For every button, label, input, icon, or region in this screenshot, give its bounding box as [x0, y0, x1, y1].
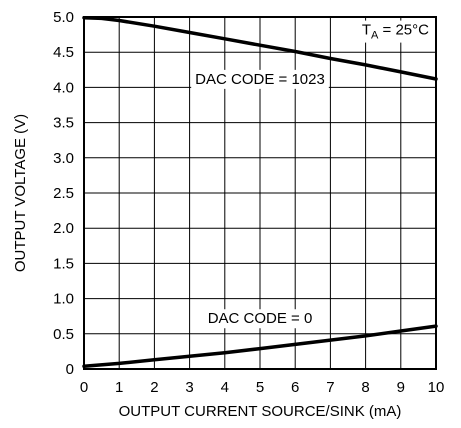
x-axis-title: OUTPUT CURRENT SOURCE/SINK (mA)	[119, 403, 402, 420]
y-tick-label: 3.0	[53, 150, 74, 167]
series-line-0	[82, 15, 438, 81]
x-tick-labels: 0 1 2 3 4 5 6 7 8 9 10	[80, 379, 445, 396]
x-tick-label: 8	[361, 379, 369, 396]
plot-frame	[83, 16, 437, 370]
x-tick-label: 0	[80, 379, 88, 396]
y-axis-title: OUTPUT VOLTAGE (V)	[12, 114, 29, 272]
y-tick-label: 4.5	[53, 44, 74, 61]
series-label-dac-0: DAC CODE = 0	[208, 310, 313, 327]
annotation-main: T	[362, 22, 371, 39]
x-tick-label: 3	[185, 379, 193, 396]
y-tick-label: 1.5	[53, 255, 74, 272]
series-line-1	[82, 324, 438, 368]
series-lines	[82, 15, 438, 368]
y-tick-label: 2.5	[53, 185, 74, 202]
x-tick-label: 10	[428, 379, 445, 396]
y-tick-label: 1.0	[53, 291, 74, 308]
x-tick-label: 2	[150, 379, 158, 396]
x-tick-label: 4	[221, 379, 229, 396]
x-tick-label: 1	[115, 379, 123, 396]
y-tick-label: 5.0	[53, 9, 74, 26]
x-tick-label: 7	[326, 379, 334, 396]
y-tick-labels: 0 0.5 1.0 1.5 2.0 2.5 3.0 3.5 4.0 4.5 5.0	[53, 9, 74, 378]
annotation-background	[357, 20, 434, 43]
x-tick-label: 6	[291, 379, 299, 396]
annotation-subscript: A	[371, 30, 379, 42]
temperature-annotation: TA = 25°C	[362, 22, 429, 42]
series-label-dac-1023: DAC CODE = 1023	[195, 71, 325, 88]
y-tick-label: 3.5	[53, 115, 74, 132]
label-background	[191, 69, 329, 89]
annotation-tail: = 25°C	[378, 22, 429, 39]
y-tick-label: 0.5	[53, 326, 74, 343]
y-tick-label: 0	[66, 361, 74, 378]
y-tick-label: 2.0	[53, 220, 74, 237]
x-tick-label: 5	[256, 379, 264, 396]
y-tick-label: 4.0	[53, 79, 74, 96]
label-background	[203, 309, 317, 329]
x-tick-label: 9	[397, 379, 405, 396]
